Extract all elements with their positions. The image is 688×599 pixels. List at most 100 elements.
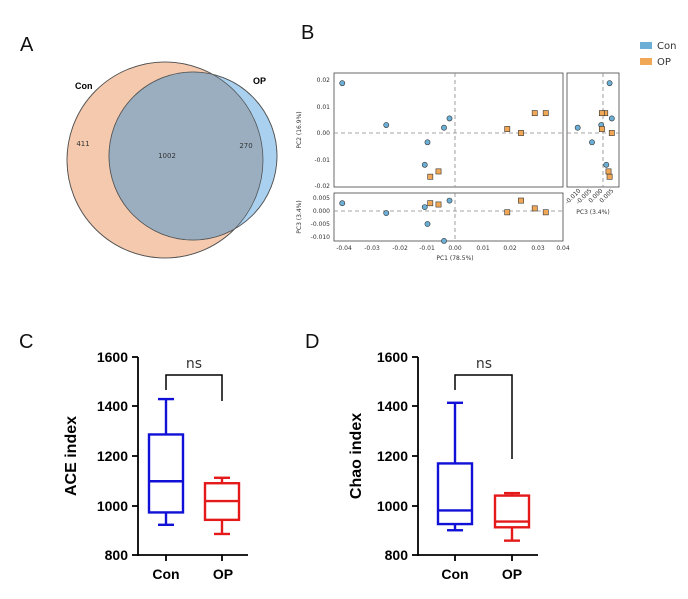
- venn-count-con-only: 411: [76, 140, 89, 148]
- venn-label-op: OP: [253, 76, 266, 86]
- ylabel-ace: ACE index: [63, 416, 80, 496]
- ytick-ace: 1000: [97, 498, 128, 514]
- tick-pc2: 0.00: [317, 130, 331, 137]
- panel-a: A Con OP 411 1002 270: [20, 34, 278, 259]
- pca-point-pc1-pc3-op: [542, 209, 549, 216]
- pc1-ticks: -0.04 -0.03 -0.02 -0.01 0.00 0.01 0.02 0…: [336, 245, 570, 252]
- tick-pc1: -0.02: [392, 245, 408, 252]
- pca-point-pc3-pc2-op: [598, 110, 605, 117]
- significance-label-ace: ns: [186, 356, 202, 372]
- pca-point-pc1-pc2-con: [421, 161, 428, 168]
- pc3-left-axis-label: PC3 (3.4%): [296, 200, 303, 233]
- significance-bracket-ace: [165, 374, 223, 401]
- ytick-chao: 1000: [377, 498, 408, 514]
- pca-point-pc1-pc2-con: [441, 124, 447, 131]
- panel-letter-d: D: [305, 331, 319, 353]
- ytick-chao: 1200: [377, 448, 408, 464]
- tick-pc2: -0.02: [314, 183, 330, 190]
- pc3-bottom-ticks: -0.010 -0.005 0.000 0.005: [564, 187, 616, 206]
- pc2-ticks: 0.02 0.01 0.00 -0.01 -0.02: [314, 77, 330, 190]
- pc3-left-ticks: 0.005 0.000 -0.005 -0.010: [311, 195, 331, 241]
- pca-point-pc1-pc3-op: [531, 205, 538, 212]
- panel-letter-c: C: [19, 331, 33, 353]
- pca-point-pc1-pc3-con: [421, 204, 428, 210]
- significance-label-chao: ns: [476, 356, 492, 372]
- pca-point-pc3-pc2-op: [598, 126, 605, 132]
- pca-point-pc1-pc3-op: [518, 197, 524, 204]
- pc2-axis-label: PC2 (16.9%): [296, 111, 303, 148]
- venn-label-con: Con: [75, 81, 93, 91]
- venn-overlap: [109, 72, 263, 240]
- pca-point-pc1-pc2-con: [339, 80, 346, 87]
- pca-point-pc1-pc3-op: [427, 200, 434, 207]
- pc3-bottom-axis-label: PC3 (3.4%): [576, 209, 609, 216]
- pca-point-pc3-pc2-con: [603, 161, 610, 168]
- axes-ace: [132, 356, 248, 561]
- ytick-ace: 1600: [97, 349, 128, 365]
- boxplot-ace: [147, 397, 241, 536]
- ylabel-chao: Chao index: [348, 413, 365, 499]
- pca-point-pc1-pc2-con: [446, 115, 453, 122]
- ytick-chao: 1600: [377, 349, 408, 365]
- pca-point-pc1-pc3-op: [504, 209, 511, 216]
- boxplot-chao: [436, 401, 531, 542]
- pca-point-pc3-pc2-op: [605, 168, 612, 175]
- venn-count-shared: 1002: [158, 152, 176, 160]
- tick-pc1: 0.04: [556, 245, 570, 252]
- legend-label-op: OP: [657, 57, 671, 68]
- legend-swatch-op: [640, 58, 652, 65]
- xtick-con-ace: Con: [152, 566, 179, 582]
- tick-pc1: 0.01: [476, 245, 490, 252]
- pca-point-pc1-pc3-con: [424, 221, 431, 227]
- pca-point-pc1-pc3-con: [383, 210, 390, 216]
- panel-c: C ACE index 1600 1400 1200 1000 800 Con …: [19, 331, 248, 582]
- xtick-op-chao: OP: [502, 566, 522, 582]
- panel-letter-a: A: [20, 34, 34, 56]
- pca-right-frame: [566, 72, 620, 188]
- tick-pc3: 0.000: [313, 208, 330, 215]
- ytick-ace: 800: [105, 547, 129, 563]
- pca-point-pc1-pc2-op: [531, 110, 538, 117]
- pca-main-frame: [333, 72, 564, 188]
- tick-pc3: -0.010: [311, 234, 331, 241]
- pca-point-pc1-pc2-op: [518, 130, 524, 136]
- pca-points: [339, 80, 615, 244]
- ytick-chao: 1400: [377, 398, 408, 414]
- yticks-ace: 1600 1400 1200 1000 800: [97, 349, 128, 563]
- tick-pc1: 0.00: [448, 245, 462, 252]
- pca-point-pc1-pc3-op: [435, 201, 442, 208]
- pc1-axis-label: PC1 (78.5%): [436, 255, 473, 262]
- panel-letter-b: B: [301, 22, 314, 44]
- venn-count-op-only: 270: [239, 142, 252, 150]
- tick-pc3: -0.005: [311, 221, 331, 228]
- pca-point-pc1-pc2-op: [542, 110, 549, 117]
- tick-pc1: 0.03: [531, 245, 545, 252]
- axes-chao: [412, 356, 538, 561]
- ace-box-con: [147, 433, 185, 514]
- pca-point-pc3-pc2-con: [574, 124, 581, 131]
- panel-b: B Con OP 0.02 0.01 0.00 -0.01 -0.02: [296, 22, 676, 262]
- pca-bottom-frame: [333, 192, 564, 242]
- ytick-chao: 800: [385, 547, 409, 563]
- legend-label-con: Con: [657, 41, 676, 52]
- pca-point-pc3-pc2-con: [608, 115, 615, 122]
- tick-pc2: -0.01: [314, 157, 330, 164]
- tick-pc1: -0.01: [419, 245, 435, 252]
- xtick-con-chao: Con: [441, 566, 468, 582]
- ytick-ace: 1200: [97, 448, 128, 464]
- pca-point-pc3-pc2-op: [606, 173, 613, 180]
- pca-point-pc3-pc2-op: [608, 130, 615, 136]
- tick-pc2: 0.01: [317, 104, 331, 111]
- panel-d: D Chao index 1600 1400 1200 1000 800 Con…: [305, 331, 538, 582]
- pca-point-pc3-pc2-con: [589, 139, 595, 146]
- yticks-chao: 1600 1400 1200 1000 800: [377, 349, 408, 563]
- pca-point-pc1-pc3-con: [339, 200, 346, 207]
- pca-point-pc3-pc2-con: [606, 80, 613, 87]
- chao-box-con: [436, 462, 474, 526]
- xtick-op-ace: OP: [213, 566, 233, 582]
- tick-pc1: -0.03: [364, 245, 380, 252]
- pca-point-pc1-pc2-op: [427, 173, 434, 180]
- pca-point-pc1-pc3-con: [446, 197, 453, 204]
- legend-swatch-con: [640, 42, 652, 49]
